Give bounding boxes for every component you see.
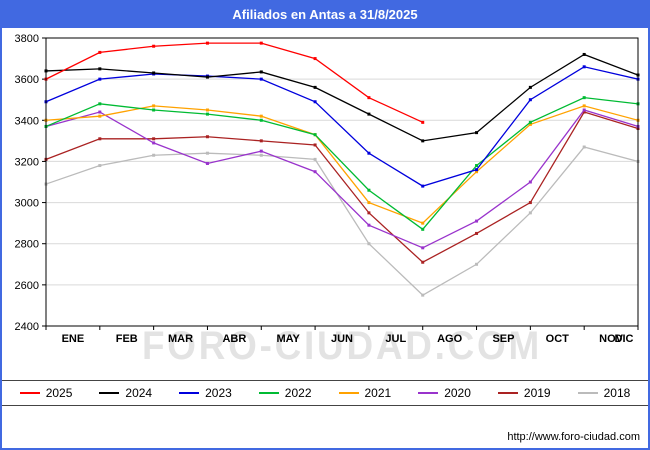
legend-label-2025: 2025 — [45, 386, 73, 400]
legend-item-2023: 2023 — [179, 386, 232, 400]
legend-swatch-2018 — [577, 392, 598, 394]
svg-text:AGO: AGO — [437, 333, 463, 345]
legend-swatch-2022 — [258, 392, 279, 394]
legend-label-2020: 2020 — [444, 386, 471, 400]
legend: 2025 2024 2023 2022 2021 2020 2019 2018 — [2, 380, 648, 406]
series-line-2024 — [45, 53, 639, 142]
legend-label-2024: 2024 — [125, 386, 153, 400]
series-line-2018 — [45, 146, 639, 296]
legend-label-2018: 2018 — [603, 386, 631, 400]
svg-text:3200: 3200 — [15, 156, 39, 168]
svg-text:OCT: OCT — [546, 333, 570, 345]
plot-background — [46, 38, 638, 326]
svg-text:3000: 3000 — [15, 198, 39, 210]
legend-swatch-2023 — [179, 392, 200, 394]
svg-text:3800: 3800 — [15, 33, 39, 45]
svg-text:JUN: JUN — [331, 333, 353, 345]
legend-item-2019: 2019 — [497, 386, 551, 400]
legend-label-2021: 2021 — [364, 386, 392, 400]
svg-text:ENE: ENE — [62, 333, 85, 345]
legend-item-2018: 2018 — [577, 386, 631, 400]
svg-text:MAY: MAY — [276, 333, 300, 345]
series-line-2019 — [45, 111, 639, 264]
legend-item-2021: 2021 — [338, 386, 392, 400]
series-2020 — [44, 108, 640, 250]
svg-text:2600: 2600 — [15, 280, 39, 292]
svg-text:3600: 3600 — [15, 74, 39, 86]
svg-text:2800: 2800 — [15, 239, 39, 251]
svg-text:2400: 2400 — [15, 321, 39, 333]
series-line-2020 — [45, 109, 639, 249]
footer: http://www.foro-ciudad.com — [2, 431, 648, 448]
svg-text:JUL: JUL — [385, 333, 406, 345]
chart-title: Afiliados en Antas a 31/8/2025 — [2, 2, 648, 28]
line-chart: 2400 2600 2800 3000 3200 3400 3600 3800 FORO-CIU… — [15, 33, 640, 368]
legend-swatch-2024 — [99, 392, 120, 394]
legend-swatch-2020 — [418, 392, 439, 394]
watermark: FORO-CIUDAD.COM — [142, 324, 542, 368]
legend-item-2022: 2022 — [258, 386, 312, 400]
svg-text:ABR: ABR — [222, 333, 246, 345]
legend-swatch-2019 — [497, 392, 518, 394]
series-line-2022 — [45, 96, 639, 231]
chart-area: 2400 2600 2800 3000 3200 3400 3600 3800 FORO-CIU… — [2, 28, 648, 378]
svg-text:DIC: DIC — [615, 333, 634, 345]
svg-text:FEB: FEB — [116, 333, 138, 345]
legend-item-2024: 2024 — [99, 386, 152, 400]
y-axis-labels: 2400 2600 2800 3000 3200 3400 3600 3800 — [15, 33, 46, 333]
plot-border — [45, 37, 639, 327]
series-2022 — [44, 96, 640, 231]
series-line-2023 — [45, 66, 639, 187]
legend-box: 2025 2024 2023 2022 2021 2020 2019 2018 — [2, 380, 648, 406]
series-line-2025 — [45, 42, 423, 123]
svg-text:SEP: SEP — [492, 333, 514, 345]
legend-swatch-2025 — [19, 392, 40, 394]
svg-text:MAR: MAR — [168, 333, 193, 345]
legend-label-2019: 2019 — [523, 386, 551, 400]
series-2018 — [44, 145, 640, 297]
legend-item-2020: 2020 — [418, 386, 471, 400]
legend-swatch-2021 — [338, 392, 359, 394]
svg-text:3400: 3400 — [15, 115, 39, 127]
series-line-2021 — [45, 105, 639, 224]
legend-label-2022: 2022 — [284, 386, 312, 400]
legend-label-2023: 2023 — [205, 386, 232, 400]
legend-item-2025: 2025 — [19, 386, 73, 400]
svg-text:NOV: NOV — [599, 333, 624, 345]
site-url: http://www.foro-ciudad.com — [507, 431, 640, 443]
